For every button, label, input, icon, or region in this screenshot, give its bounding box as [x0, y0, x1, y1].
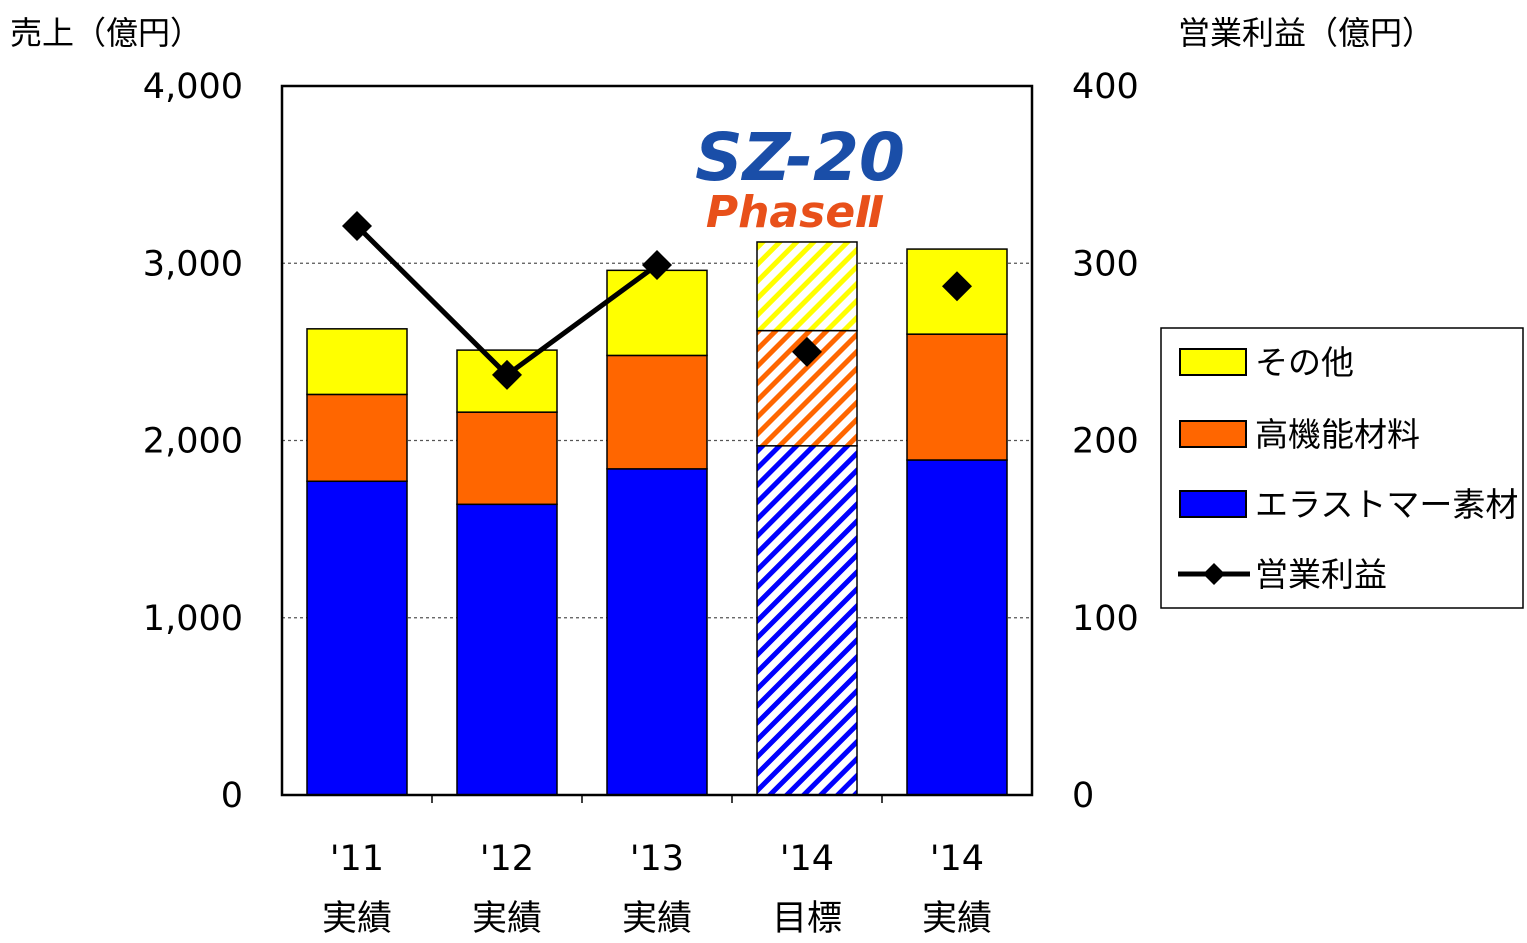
- bar-segment: [606, 468, 708, 796]
- logo-line1: SZ-20: [695, 119, 905, 196]
- sz20-logo: SZ-20 PhaseⅡ: [695, 119, 905, 238]
- y-tick-label: 0: [221, 776, 243, 816]
- x-tick-label-kind: 実績: [472, 899, 542, 939]
- legend-swatch: [1179, 348, 1247, 376]
- legend-label: 営業利益: [1255, 555, 1387, 594]
- bar-segment: [756, 241, 858, 332]
- bar-segment: [756, 445, 858, 796]
- x-labels-layer: '11 実績 '12 実績 '13 実績 '14 目標 '14 実績: [322, 839, 992, 939]
- bar-segment: [306, 393, 408, 483]
- legend-swatch: [1179, 490, 1247, 518]
- right-axis-title: 営業利益（億円）: [1178, 14, 1434, 52]
- y-tick-label: 3,000: [143, 244, 243, 284]
- bar-segment: [456, 503, 558, 796]
- profit-marker: [492, 359, 522, 390]
- plot-frame: [280, 84, 1034, 797]
- legend-label: エラストマー素材: [1255, 485, 1518, 524]
- bar-segment: [606, 354, 708, 470]
- bars-layer: [306, 241, 1008, 803]
- bar-segment: [606, 269, 708, 357]
- y2-tick-label: 0: [1072, 776, 1094, 816]
- y2-tick-label: 400: [1072, 67, 1139, 107]
- bar-segment: [456, 411, 558, 506]
- legend-marker: [1203, 563, 1225, 585]
- y-tick-label: 2,000: [143, 422, 243, 462]
- x-tick-label-year: '11: [330, 839, 384, 879]
- x-tick-label-kind: 実績: [622, 899, 692, 939]
- profit-marker: [942, 271, 972, 302]
- y-tick-label: 1,000: [143, 599, 243, 639]
- profit-marker: [642, 250, 672, 281]
- legend-label: その他: [1255, 343, 1354, 382]
- profit-marker: [342, 211, 372, 242]
- bar-segment: [906, 459, 1008, 796]
- x-tick-label-year: '12: [480, 839, 534, 879]
- y2-tick-label: 300: [1072, 244, 1139, 284]
- x-tick-label-kind: 目標: [772, 899, 842, 939]
- y2-tick-label: 100: [1072, 599, 1139, 639]
- logo-line2: PhaseⅡ: [706, 187, 884, 238]
- y-tick-label: 4,000: [143, 67, 243, 107]
- bar-segment: [306, 328, 408, 396]
- y-ticks-layer: 0 1,000 2,000 3,000 4,000: [143, 67, 243, 816]
- legend-label: 高機能材料: [1255, 415, 1420, 454]
- y2-tick-label: 200: [1072, 422, 1139, 462]
- left-axis-title: 売上（億円）: [10, 14, 202, 52]
- y2-ticks-layer: 0 100 200 300 400: [1072, 67, 1139, 816]
- bar-segment: [906, 333, 1008, 461]
- x-tick-label-year: '13: [630, 839, 684, 879]
- x-tick-label-kind: 実績: [922, 899, 992, 939]
- x-tick-label-year: '14: [930, 839, 984, 879]
- x-tick-label-kind: 実績: [322, 899, 392, 939]
- bar-segment: [306, 480, 408, 796]
- profit-marker: [792, 336, 822, 367]
- line-layer: [342, 211, 972, 390]
- x-tick-label-year: '14: [780, 839, 834, 879]
- legend-swatch: [1179, 420, 1247, 448]
